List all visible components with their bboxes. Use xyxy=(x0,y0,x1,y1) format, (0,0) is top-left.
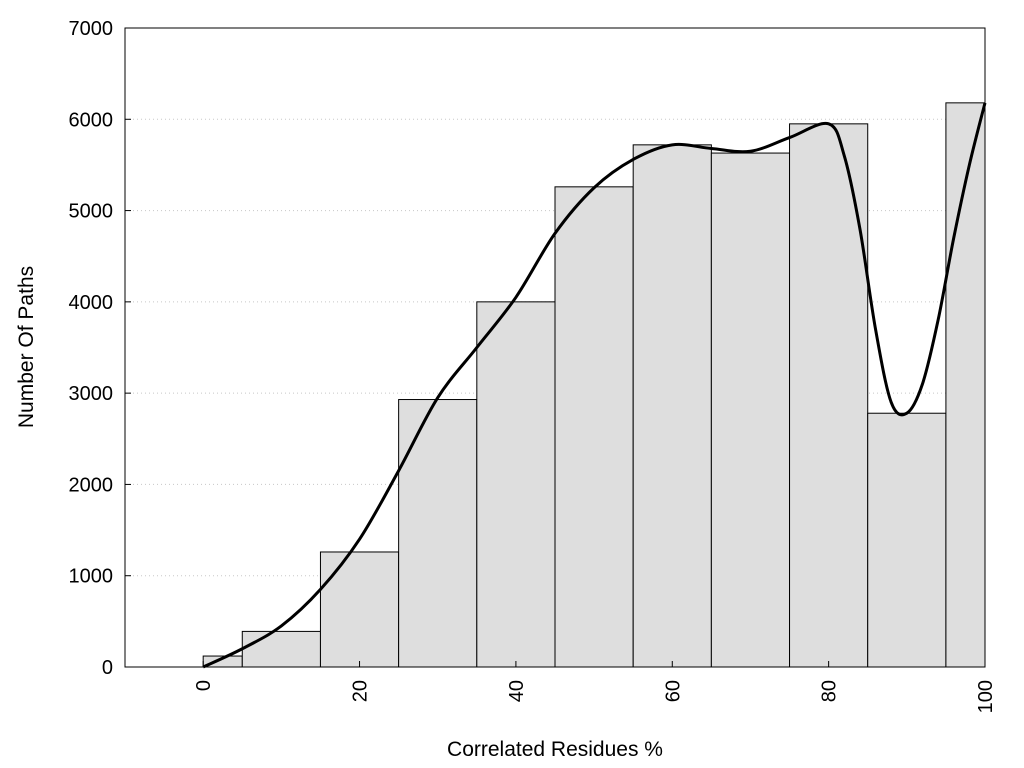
y-tick-label: 1000 xyxy=(69,566,114,588)
curve-layer xyxy=(202,102,987,669)
y-tick-label: 5000 xyxy=(69,201,114,223)
y-axis: 0 1000 2000 3000 4000 5000 6000 7000 xyxy=(69,18,131,679)
y-tick-label: 0 xyxy=(102,657,113,679)
histogram-bar xyxy=(476,301,556,668)
x-tick-label: 0 xyxy=(193,680,215,691)
histogram-bar xyxy=(710,152,791,668)
histogram-bar xyxy=(632,144,712,668)
histogram-bar xyxy=(319,551,400,668)
x-tick-label: 40 xyxy=(506,680,528,702)
histogram-bar xyxy=(867,412,947,668)
x-axis-title: Correlated Residues % xyxy=(447,738,663,761)
x-tick-label: 100 xyxy=(975,680,997,713)
y-tick-label: 2000 xyxy=(69,474,114,496)
y-tick-label: 6000 xyxy=(69,109,114,131)
histogram-bar xyxy=(554,186,634,668)
y-axis-title: Number Of Paths xyxy=(15,266,38,428)
x-tick-label: 80 xyxy=(819,680,841,702)
histogram-bar xyxy=(241,630,321,668)
y-tick-label: 7000 xyxy=(69,18,114,40)
y-tick-label: 4000 xyxy=(69,292,114,314)
trend-curve xyxy=(202,102,987,669)
x-axis: 0 20 40 60 80 100 xyxy=(193,661,997,713)
plot-frame xyxy=(124,27,986,668)
x-tick-label: 60 xyxy=(662,680,684,702)
y-tick-label: 3000 xyxy=(69,383,114,405)
histogram-bar xyxy=(398,399,478,668)
x-tick-label: 20 xyxy=(350,680,372,702)
